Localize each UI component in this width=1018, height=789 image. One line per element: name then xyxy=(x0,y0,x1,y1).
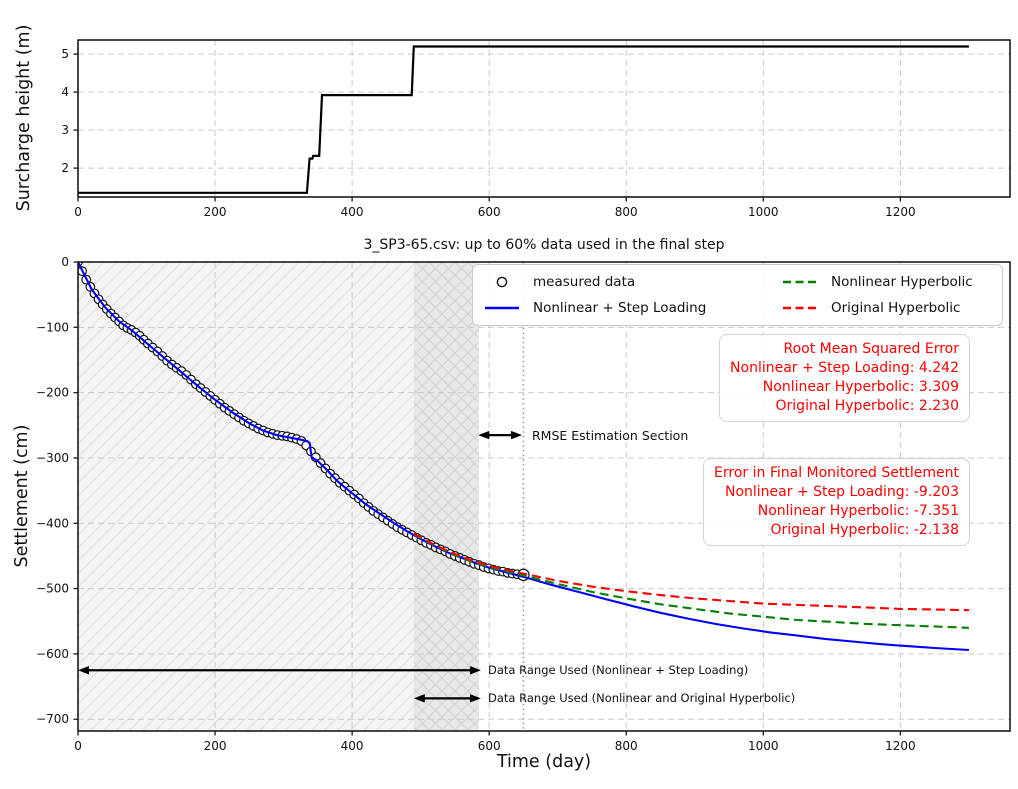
x-tick-label: 400 xyxy=(341,739,364,753)
axes-frame xyxy=(77,261,1011,732)
legend-column-1: measured data Nonlinear + Step Loading xyxy=(483,272,781,318)
x-tick-label: 1200 xyxy=(885,205,916,219)
gridlines xyxy=(77,40,1010,197)
rmse-nonlinear-hyperbolic-value: Nonlinear Hyperbolic: 3.309 xyxy=(762,379,959,395)
legend-label-nonlinear-hyperbolic: Nonlinear Hyperbolic xyxy=(831,274,973,290)
series-nonlinear-hyperbolic xyxy=(413,533,969,629)
series-original-hyperbolic xyxy=(413,532,969,612)
x-tick-label: 200 xyxy=(204,739,227,753)
legend-item-original-hyperbolic: Original Hyperbolic xyxy=(781,298,996,318)
step-loading-line-icon xyxy=(483,305,521,311)
x-tick-label: 0 xyxy=(74,739,82,753)
y-tick-label: −700 xyxy=(36,712,69,726)
legend-item-nonlinear-hyperbolic: Nonlinear Hyperbolic xyxy=(781,272,996,292)
y-tick-label: 3 xyxy=(61,123,69,137)
rmse-section-label: RMSE Estimation Section xyxy=(532,428,689,443)
tick-marks xyxy=(73,53,902,202)
rmse-box: Root Mean Squared Error Nonlinear + Step… xyxy=(719,334,970,422)
final-settlement-error-box: Error in Final Monitored Settlement Nonl… xyxy=(703,458,970,546)
y-tick-label: −500 xyxy=(36,582,69,596)
region-hatch-hyperbolic-data-range xyxy=(413,262,479,731)
x-tick-label: 200 xyxy=(204,205,227,219)
rmse-original-hyperbolic-value: Original Hyperbolic: 2.230 xyxy=(775,398,959,414)
x-tick-label: 600 xyxy=(478,205,501,219)
x-tick-label: 0 xyxy=(74,205,82,219)
y-tick-label: 2 xyxy=(61,161,69,175)
nonlinear-hyperbolic-line-icon xyxy=(781,279,819,285)
legend-column-2: Nonlinear Hyperbolic Original Hyperbolic xyxy=(781,272,996,318)
y-tick-label: 4 xyxy=(61,85,69,99)
chart-title: 3_SP3-65.csv: up to 60% data used in the… xyxy=(363,237,725,253)
double-arrow xyxy=(78,666,481,675)
x-tick-label: 400 xyxy=(341,205,364,219)
top-y-axis-label: Surcharge height (m) xyxy=(14,24,34,212)
bottom-y-axis-label: Settlement (cm) xyxy=(12,424,32,568)
double-arrow xyxy=(413,694,481,703)
x-axis-label: Time (day) xyxy=(496,752,592,772)
double-arrow xyxy=(478,430,523,440)
x-tick-label: 800 xyxy=(615,739,638,753)
y-tick-label: −200 xyxy=(36,386,69,400)
legend-label-measured-data: measured data xyxy=(533,274,636,290)
tick-labels: 0 200 400 600 800 1000 1200 2 3 4 5 xyxy=(61,47,915,219)
y-tick-label: 0 xyxy=(61,255,69,269)
final-error-nonlinear-hyperbolic-value: Nonlinear Hyperbolic: -7.351 xyxy=(757,503,959,519)
legend-item-step-loading: Nonlinear + Step Loading xyxy=(483,298,781,318)
y-tick-label: −100 xyxy=(36,320,69,334)
tick-labels: 0 200 400 600 800 1000 1200 0 −100 −200 −300 −400 −5… xyxy=(36,255,916,753)
rmse-box-title: Root Mean Squared Error xyxy=(783,341,959,357)
y-tick-label: −400 xyxy=(36,516,69,530)
final-error-box-title: Error in Final Monitored Settlement xyxy=(714,465,959,481)
hyperbolic-range-label: Data Range Used (Nonlinear and Original … xyxy=(488,691,796,705)
y-tick-label: −600 xyxy=(36,647,69,661)
x-tick-label: 600 xyxy=(478,739,501,753)
x-tick-label: 800 xyxy=(615,205,638,219)
legend: measured data Nonlinear + Step Loading N… xyxy=(472,264,1003,326)
series-nonlinear-step-loading xyxy=(78,262,969,652)
final-error-original-hyperbolic-value: Original Hyperbolic: -2.138 xyxy=(770,522,959,538)
final-error-step-loading-value: Nonlinear + Step Loading: -9.203 xyxy=(724,484,959,500)
legend-item-measured-data: measured data xyxy=(483,272,781,292)
step-loading-range-label: Data Range Used (Nonlinear + Step Loadin… xyxy=(488,663,749,677)
legend-label-original-hyperbolic: Original Hyperbolic xyxy=(831,300,961,316)
legend-label-step-loading: Nonlinear + Step Loading xyxy=(533,300,707,316)
rmse-step-loading-value: Nonlinear + Step Loading: 4.242 xyxy=(730,360,959,376)
measured-data-marker-icon xyxy=(483,275,521,289)
y-tick-label: 5 xyxy=(61,47,69,61)
x-tick-label: 1200 xyxy=(885,739,916,753)
original-hyperbolic-line-icon xyxy=(781,305,819,311)
y-tick-label: −300 xyxy=(36,451,69,465)
x-tick-label: 1000 xyxy=(748,205,779,219)
surcharge-axes: 0 200 400 600 800 1000 1200 2 3 4 5 xyxy=(61,39,1011,219)
axes-frame xyxy=(77,39,1011,198)
x-tick-label: 1000 xyxy=(748,739,779,753)
surcharge-step-line xyxy=(78,45,969,194)
